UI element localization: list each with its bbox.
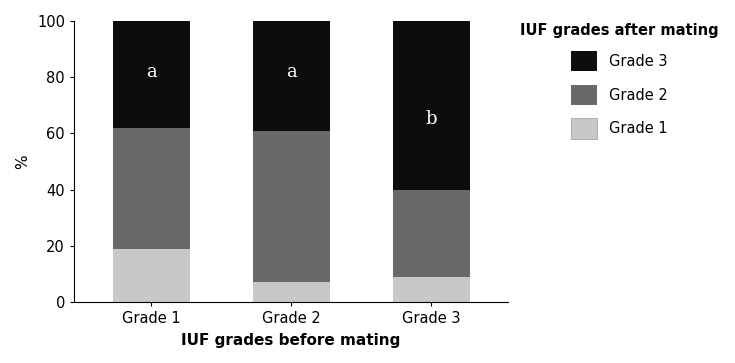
Text: b: b <box>426 110 437 129</box>
Y-axis label: %: % <box>15 154 30 169</box>
Bar <box>253 21 330 131</box>
Bar <box>112 21 190 128</box>
Bar <box>112 249 190 302</box>
Bar <box>253 131 330 282</box>
Bar <box>392 189 470 277</box>
Bar <box>392 21 470 189</box>
Legend: Grade 3, Grade 2, Grade 1: Grade 3, Grade 2, Grade 1 <box>520 23 719 139</box>
Bar <box>112 128 190 249</box>
Text: a: a <box>286 62 296 81</box>
Text: a: a <box>146 62 157 81</box>
X-axis label: IUF grades before mating: IUF grades before mating <box>182 333 401 348</box>
Bar <box>253 282 330 302</box>
Bar <box>392 277 470 302</box>
